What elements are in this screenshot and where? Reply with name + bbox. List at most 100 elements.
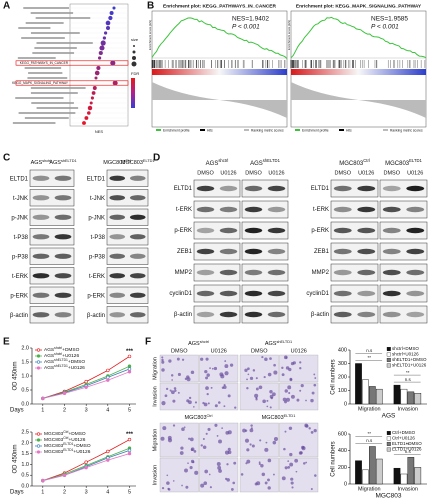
y-tick-label: 1.0 bbox=[21, 373, 29, 379]
row-label: t-JNK bbox=[13, 196, 28, 202]
cell bbox=[171, 379, 173, 381]
legend-label: shELTD1+U0126 bbox=[392, 363, 427, 368]
cell bbox=[305, 399, 307, 402]
label-sup: shELTD1 bbox=[263, 158, 281, 163]
blot-band bbox=[196, 311, 215, 318]
blot bbox=[241, 263, 289, 282]
cell bbox=[264, 357, 268, 362]
micrograph bbox=[239, 354, 279, 383]
cell bbox=[184, 468, 188, 473]
text-placeholder bbox=[18, 27, 51, 29]
cell bbox=[267, 478, 270, 482]
blot-band bbox=[219, 227, 238, 234]
cell bbox=[166, 481, 170, 485]
cell bbox=[200, 444, 203, 447]
text-placeholder bbox=[27, 77, 68, 79]
cell bbox=[164, 394, 168, 398]
gsea-p: P < 0.001 bbox=[232, 24, 260, 31]
cell bbox=[179, 451, 184, 455]
label-base: AGS bbox=[44, 353, 54, 359]
x-tick-label: 3 bbox=[85, 489, 88, 495]
cell bbox=[210, 386, 213, 389]
blot bbox=[330, 242, 379, 261]
cell bbox=[269, 357, 272, 360]
row-label: cyclinD1 bbox=[306, 291, 329, 297]
text-placeholder bbox=[21, 37, 65, 39]
legend-swatch bbox=[156, 129, 161, 131]
blot-band bbox=[244, 227, 263, 234]
series-line bbox=[42, 356, 130, 399]
blot-header: MGC803Ctrl bbox=[339, 158, 370, 167]
row-label: t-P38 bbox=[91, 235, 106, 241]
cell bbox=[249, 376, 254, 381]
panel-letter: A bbox=[3, 1, 10, 12]
blot-header: AGSshELTD1 bbox=[49, 159, 76, 166]
label-base: AGS bbox=[49, 160, 61, 166]
text-placeholder bbox=[24, 117, 69, 119]
blot-band bbox=[267, 185, 286, 192]
cell bbox=[170, 374, 174, 377]
label-sup: shctrl bbox=[42, 159, 51, 163]
row-label: cyclinD1 bbox=[169, 291, 192, 297]
legend-label: MGC803ELTD1+U0126 bbox=[44, 448, 91, 455]
legend-marker bbox=[36, 438, 41, 442]
cell bbox=[247, 373, 250, 376]
condition-label: DMSO bbox=[384, 170, 401, 176]
y-axis-label: Cell numbers bbox=[331, 441, 337, 476]
cell bbox=[190, 459, 195, 464]
legend-label: ELTD1+U0126 bbox=[392, 447, 422, 452]
blot bbox=[241, 242, 289, 261]
cell bbox=[174, 389, 177, 392]
enrichment-curve bbox=[290, 16, 427, 59]
cell bbox=[216, 462, 221, 466]
blot-band bbox=[129, 292, 146, 298]
blot-header: MGC803ELTD1 bbox=[121, 159, 155, 166]
cell bbox=[295, 470, 298, 473]
cell bbox=[209, 486, 212, 489]
row-label: t-ERK bbox=[313, 207, 329, 213]
x-tick-label: Invasion bbox=[398, 486, 419, 492]
cell bbox=[292, 361, 296, 365]
text-placeholder bbox=[17, 57, 56, 59]
legend-marker bbox=[36, 360, 41, 364]
blot-band bbox=[406, 311, 425, 318]
bar bbox=[400, 473, 408, 485]
cell bbox=[285, 356, 288, 359]
cell bbox=[166, 474, 169, 477]
legend-label: AGSshELTD1+DMSO bbox=[44, 358, 85, 365]
annotation: *** bbox=[126, 349, 134, 355]
legend-swatch bbox=[386, 352, 391, 357]
label-base: MGC803 bbox=[339, 161, 364, 167]
legend-swatch bbox=[295, 129, 300, 131]
point bbox=[106, 375, 110, 380]
label-suffix: +DMSO bbox=[73, 443, 90, 449]
cell bbox=[300, 384, 304, 388]
blot bbox=[193, 284, 241, 303]
legend-label: Ranking metric scores bbox=[251, 128, 284, 132]
blot-band bbox=[32, 214, 50, 220]
condition-label: DMSO bbox=[335, 170, 352, 176]
gsea-ylabel: Enrichment score (ES) bbox=[287, 20, 291, 50]
cell bbox=[246, 378, 248, 381]
blot-header: MGC803Ctrl bbox=[103, 159, 131, 166]
cell bbox=[284, 430, 287, 433]
label-suffix: +DMSO bbox=[68, 359, 85, 365]
cell bbox=[259, 439, 262, 442]
x-tick-label: 3 bbox=[85, 407, 88, 413]
label-sup: ELTD1 bbox=[284, 414, 296, 418]
x-axis-label: Days bbox=[10, 408, 24, 414]
blot bbox=[330, 200, 379, 219]
row-label: ZEB1 bbox=[177, 249, 193, 255]
cell bbox=[221, 386, 225, 389]
cell bbox=[269, 390, 273, 394]
rank-bar bbox=[291, 69, 426, 75]
cell bbox=[255, 398, 258, 401]
cell bbox=[282, 397, 287, 402]
blot-band bbox=[382, 248, 401, 255]
y-tick-label: 1.5 bbox=[21, 451, 29, 457]
cell bbox=[187, 462, 189, 464]
row-label: β-actin bbox=[87, 313, 105, 319]
bar bbox=[393, 384, 401, 405]
blot-band bbox=[109, 273, 126, 279]
y-axis-label: Cell numbers bbox=[331, 359, 337, 394]
